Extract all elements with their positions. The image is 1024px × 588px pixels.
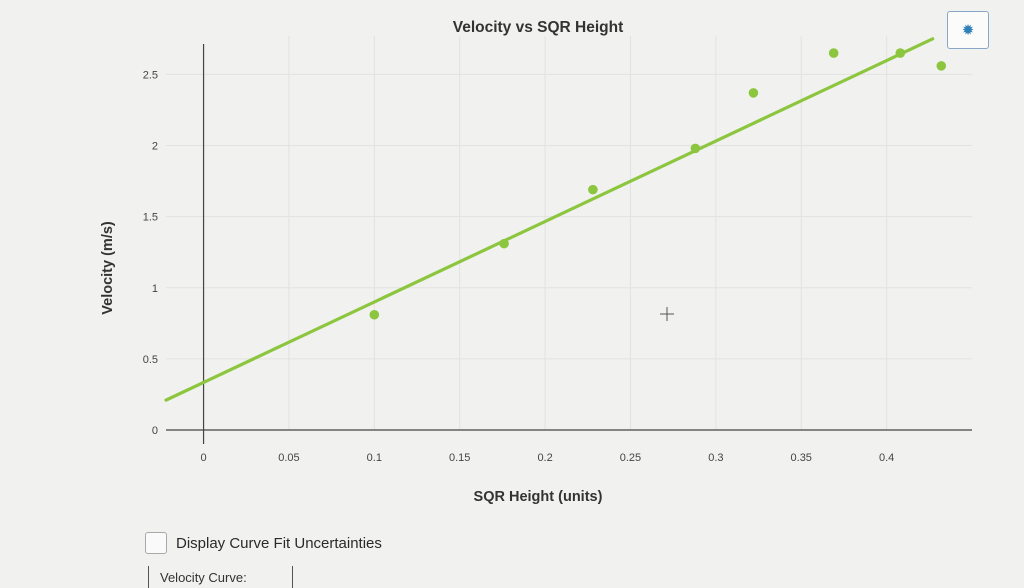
data-point	[369, 309, 380, 320]
chart-title: Velocity vs SQR Height	[453, 19, 624, 36]
x-tick-label: 0.35	[791, 452, 812, 464]
x-tick-label: 0.25	[620, 452, 641, 464]
x-tick-label: 0.4	[879, 452, 894, 464]
data-point	[828, 48, 839, 58]
fit-line	[164, 37, 935, 402]
uncertainties-option[interactable]: Display Curve Fit Uncertainties	[145, 531, 382, 555]
x-tick-label: 0.15	[449, 452, 470, 464]
data-points	[369, 48, 947, 320]
data-point	[748, 88, 759, 98]
uncertainties-checkbox[interactable]	[145, 532, 167, 554]
y-tick-label: 1.5	[143, 212, 158, 224]
x-tick-label: 0.1	[367, 452, 382, 464]
x-tick-label: 0	[201, 452, 207, 464]
gear-icon: ✹	[961, 21, 975, 39]
y-tick-label: 2	[152, 141, 158, 153]
axes	[166, 44, 972, 444]
x-axis-label: SQR Height (units)	[474, 489, 603, 505]
data-point	[499, 238, 509, 249]
velocity-curve-field[interactable]: Velocity Curve:	[148, 566, 293, 588]
crosshair-cursor-icon	[660, 307, 674, 321]
grid	[166, 36, 972, 430]
data-point	[690, 143, 701, 154]
fit-line-layer	[164, 37, 935, 402]
x-tick-label: 0.2	[537, 452, 552, 464]
tick-labels: 0 0.05 0.1 0.15 0.2 0.25 0.3 0.35 0.4 0 0.5 1 1.5 2 2.…	[143, 69, 895, 464]
y-tick-label: 0.5	[143, 354, 158, 366]
y-axis-label: Velocity (m/s)	[100, 221, 116, 315]
data-point	[895, 48, 906, 58]
settings-button[interactable]: ✹	[947, 11, 989, 49]
y-tick-label: 2.5	[143, 69, 158, 81]
y-tick-label: 1	[152, 283, 158, 295]
y-tick-label: 0	[152, 425, 158, 437]
velocity-curve-label: Velocity Curve:	[160, 569, 247, 585]
data-point	[588, 184, 598, 195]
uncertainties-label: Display Curve Fit Uncertainties	[176, 534, 382, 552]
x-tick-label: 0.05	[278, 452, 299, 464]
data-point	[936, 61, 947, 71]
x-tick-label: 0.3	[708, 452, 723, 464]
